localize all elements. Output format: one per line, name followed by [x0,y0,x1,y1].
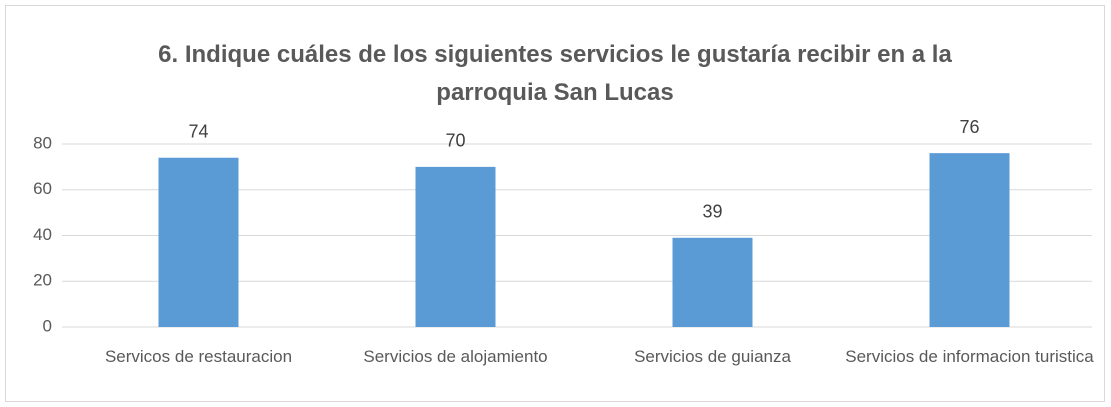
y-tick-label: 20 [33,271,52,290]
data-label: 76 [959,117,979,137]
chart-title: 6. Indique cuáles de los siguientes serv… [158,41,952,106]
x-tick-label: Servicios de guianza [634,347,791,366]
bar [672,237,753,327]
y-tick-label: 0 [43,316,52,335]
y-tick-label: 80 [33,133,52,152]
bar [415,166,496,327]
x-tick-label: Servicios de informacion turistica [845,347,1094,366]
y-tick-label: 60 [33,179,52,198]
data-label: 39 [702,202,722,222]
bar [158,157,239,327]
x-tick-label: Servicios de alojamiento [363,347,548,366]
data-label: 74 [188,121,208,141]
y-tick-label: 40 [33,225,52,244]
x-tick-label: Servicos de restauracion [104,347,293,366]
data-label: 70 [445,131,465,151]
bar [929,153,1010,327]
